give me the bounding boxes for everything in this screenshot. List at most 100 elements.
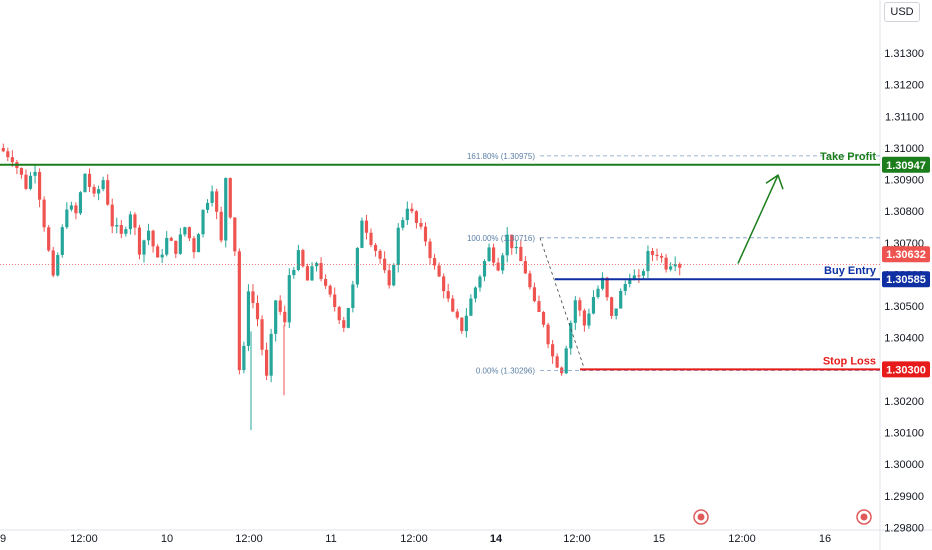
candle-body <box>514 246 518 249</box>
candle-body <box>337 307 341 321</box>
candle-body <box>355 247 359 285</box>
y-tick-label: 1.30200 <box>884 396 924 408</box>
candle-body <box>619 290 623 309</box>
candle-body <box>78 192 83 214</box>
candle-body <box>605 277 609 298</box>
x-tick-label: 15 <box>653 533 665 545</box>
candle-body <box>174 240 178 254</box>
candle-body <box>1 147 5 152</box>
candle-body <box>428 241 432 259</box>
candle-body <box>187 227 191 239</box>
candle-body <box>623 284 627 291</box>
price-axis[interactable]: 1.31300 1.31200 1.31100 1.31000 1.30900 1.308… <box>884 48 924 534</box>
candle-body <box>242 345 246 371</box>
candle-body <box>378 250 382 259</box>
candle-body <box>142 240 146 255</box>
candle-body <box>219 211 223 241</box>
candle-body <box>19 167 24 175</box>
candle-body <box>156 246 160 258</box>
candle-body <box>119 225 123 234</box>
y-tick-label: 1.30000 <box>884 459 924 471</box>
price-tag <box>882 361 930 378</box>
arrow-shaft <box>737 174 779 264</box>
candle-body <box>637 275 641 277</box>
candle-body <box>582 310 586 326</box>
candle-body <box>641 271 645 276</box>
level-label: Stop Loss <box>823 355 876 367</box>
candle-body <box>342 320 346 328</box>
candle-body <box>551 344 555 357</box>
candle-body <box>83 173 87 193</box>
level-label: Take Profit <box>820 151 876 163</box>
candle-body <box>596 288 600 298</box>
candle-body <box>455 311 459 318</box>
price-tag <box>882 271 930 288</box>
trade-levels: Take Profit Buy Entry Stop Loss <box>0 151 880 371</box>
candle-body <box>473 287 478 299</box>
y-tick-label: 1.30100 <box>884 428 924 440</box>
candle-body <box>373 244 378 251</box>
candle-body <box>442 276 446 292</box>
y-tick-label: 1.29800 <box>884 522 924 534</box>
candle-body <box>183 227 187 235</box>
y-tick-label: 1.30500 <box>884 301 924 313</box>
candle-body <box>401 220 405 228</box>
candle-body <box>151 230 155 247</box>
candle-body <box>51 250 55 276</box>
candle-body <box>591 297 596 314</box>
candle-body <box>178 234 182 254</box>
candle-body <box>482 261 487 277</box>
candle-body <box>133 214 137 228</box>
price-tag <box>882 156 930 173</box>
candle-body <box>310 266 314 281</box>
candle-body <box>664 257 668 270</box>
candle-body <box>87 173 92 187</box>
price-tag-text: 1.30585 <box>886 274 926 286</box>
candle-body <box>655 254 659 257</box>
candle-body <box>38 171 42 200</box>
candle-body <box>274 300 278 334</box>
candle-body <box>451 298 455 312</box>
candle-body <box>146 230 151 241</box>
y-tick-label: 1.30400 <box>884 333 924 345</box>
currency-label[interactable]: USD <box>884 2 920 22</box>
candle-body <box>369 232 373 245</box>
candle-body <box>437 265 441 277</box>
candle-body <box>201 209 205 235</box>
candle-body <box>192 238 196 253</box>
candle-body <box>97 189 101 194</box>
candle-body <box>314 263 319 267</box>
candle-body <box>296 250 300 270</box>
candle-body <box>65 209 69 228</box>
candle-body <box>501 255 505 271</box>
candle-body <box>460 317 464 332</box>
x-tick-label: 12:00 <box>70 533 98 545</box>
candle-body <box>33 171 37 176</box>
price-tag-text: 1.30632 <box>886 249 926 261</box>
candle-body <box>669 266 673 270</box>
candle-body <box>224 178 228 241</box>
candle-body <box>74 205 78 214</box>
candle-body <box>396 227 400 265</box>
candle-body <box>196 234 201 253</box>
candle-body <box>169 237 173 241</box>
candle-body <box>678 264 682 268</box>
candle-body <box>628 279 632 285</box>
candle-body <box>287 275 291 323</box>
fib-retracement: 161.80% (1.30975) 100.00% (1.30716) 0.00% … <box>467 152 880 376</box>
y-tick-label: 1.31300 <box>884 48 924 60</box>
candle-body <box>446 291 450 299</box>
candle-body <box>292 269 296 276</box>
price-tag-text: 1.30300 <box>886 364 926 376</box>
candle-body <box>106 180 110 205</box>
candle-body <box>541 312 546 325</box>
candle-body <box>387 270 391 286</box>
candle-body <box>528 273 532 288</box>
time-axis[interactable]: 9 12:00 10 12:00 11 12:00 14 12:00 15 12:00 16 <box>0 533 831 545</box>
candles <box>0 143 880 431</box>
candle-body <box>414 211 418 223</box>
level-label: Buy Entry <box>824 265 877 277</box>
candle-body <box>587 313 591 326</box>
candle-body <box>659 256 664 258</box>
